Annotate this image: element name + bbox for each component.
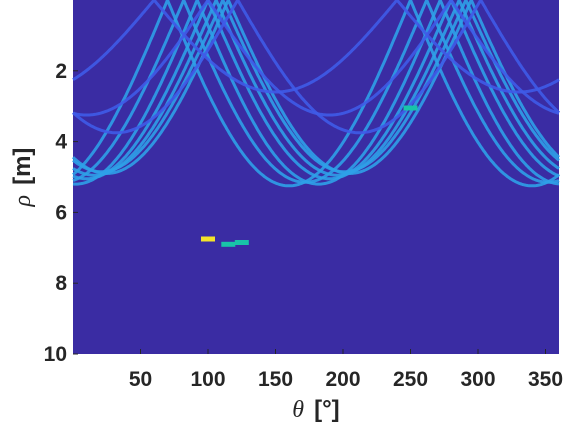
y-tick-label: 4 [55, 131, 67, 154]
x-tick-label: 350 [528, 368, 563, 391]
y-axis-unit: [m] [9, 148, 36, 185]
y-tick-label: 8 [55, 272, 67, 295]
x-tick-label: 50 [129, 368, 152, 391]
curve-3 [72, 0, 560, 181]
x-tick-label: 250 [393, 368, 428, 391]
x-tick-label: 100 [190, 368, 225, 391]
peak-markers [201, 105, 418, 247]
y-tick-label: 6 [55, 201, 67, 224]
x-tick-label: 300 [460, 368, 495, 391]
x-axis-symbol: θ [292, 397, 304, 423]
peak-3 [403, 105, 418, 111]
y-axis-label: ρ [m] [9, 148, 36, 208]
x-tick-label: 200 [325, 368, 360, 391]
y-tick-label: 10 [44, 343, 67, 366]
sinusoid-curves [71, 0, 561, 188]
curve-9 [72, 0, 560, 94]
curve-6 [71, 0, 561, 175]
y-tick-labels: 2 4 6 8 10 [44, 60, 68, 366]
x-axis-unit: [°] [314, 396, 340, 423]
axis-ticks [73, 70, 546, 355]
peak-2 [234, 240, 249, 245]
curve-1 [72, 0, 560, 184]
curve-5 [72, 0, 560, 174]
peak-0 [201, 236, 215, 242]
x-tick-label: 150 [258, 368, 293, 391]
curve-2 [72, 0, 560, 186]
x-tick-labels: 50 100 150 200 250 300 350 [129, 368, 563, 391]
y-axis-symbol: ρ [10, 195, 36, 208]
curve-4 [72, 0, 560, 177]
curve-8 [72, 0, 560, 117]
peak-1 [221, 241, 236, 247]
y-tick-label: 2 [55, 60, 67, 83]
x-axis-label: θ [°] [292, 396, 339, 423]
